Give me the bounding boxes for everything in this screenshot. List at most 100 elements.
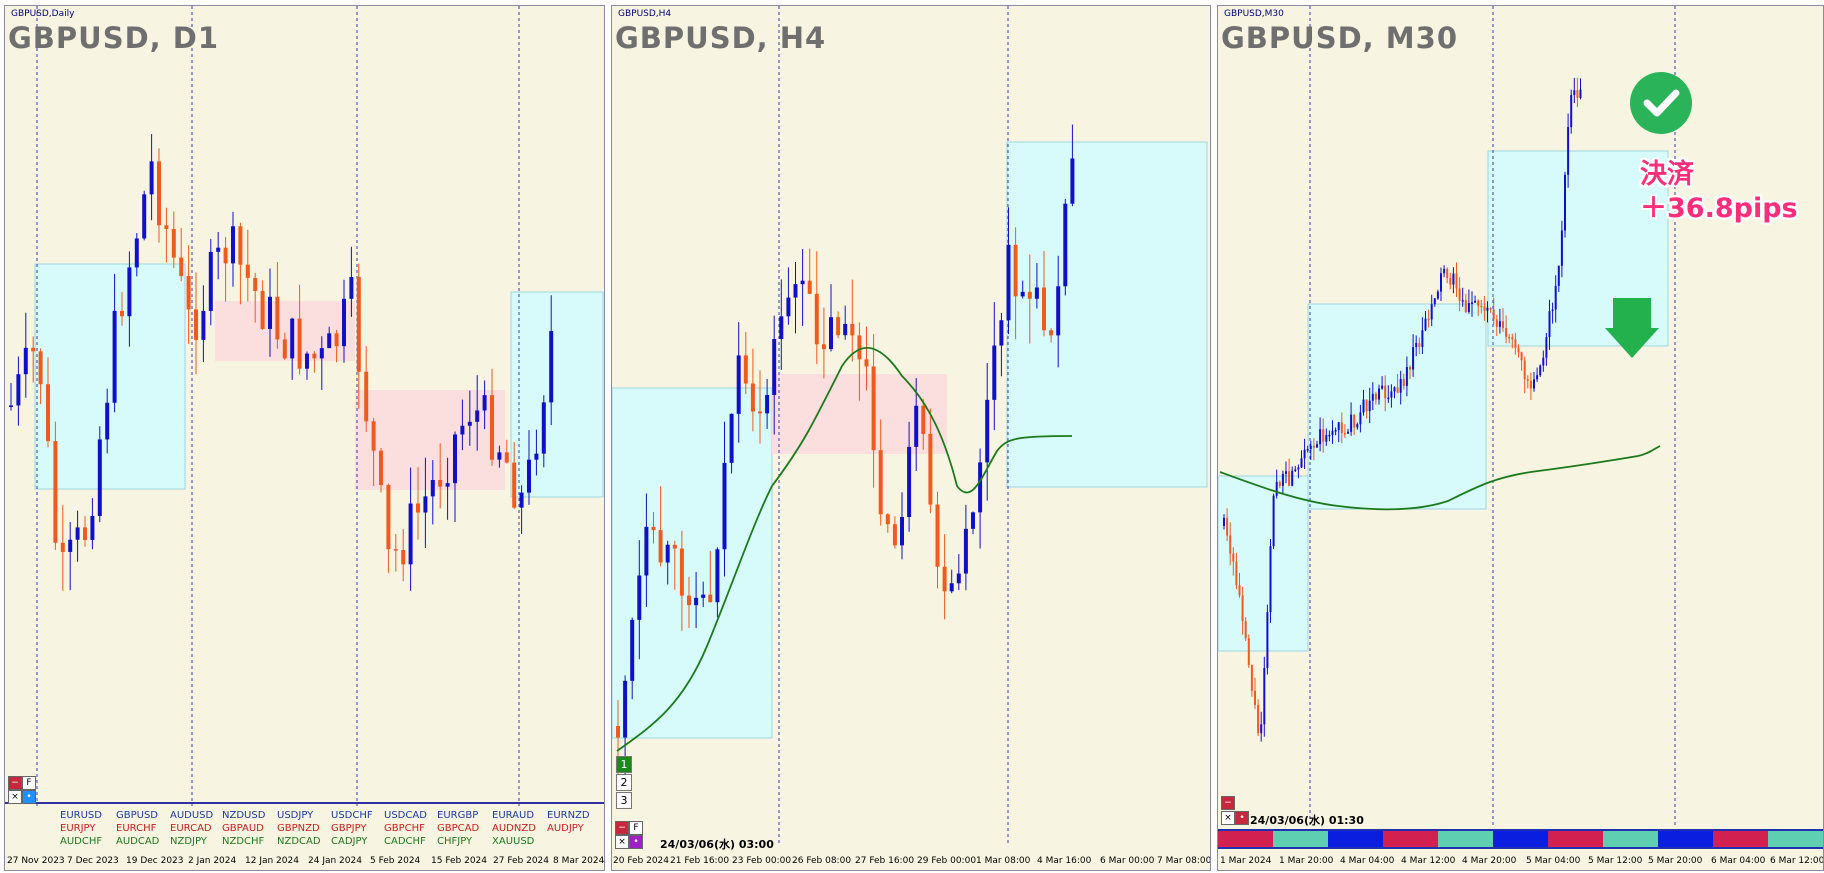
close-icon[interactable]: × [1221,811,1235,825]
symbol-gbpjpy[interactable]: GBPJPY [331,823,367,834]
candle-body [401,550,406,565]
candle-body [282,339,287,359]
candle-body [149,161,154,195]
candle-body [60,542,65,552]
symbol-usdchf[interactable]: USDCHF [331,810,373,821]
minus-button[interactable]: − [615,821,629,835]
dot-button[interactable]: • [629,835,643,849]
symbol-eurusd[interactable]: EURUSD [60,810,102,821]
f-button[interactable]: F [22,776,36,790]
candle-body [1322,429,1325,442]
candle-body [1006,244,1011,321]
minus-button[interactable]: − [8,776,22,790]
symbol-usdjpy[interactable]: USDJPY [277,810,314,821]
candle-body [1238,585,1241,596]
m30-candlestick-chart[interactable] [1218,6,1823,870]
candle-body [1257,705,1260,734]
symbol-eurgbp[interactable]: EURGBP [437,810,479,821]
chart-panel-m30[interactable]: GBPUSD,M30 GBPUSD, M30 − × • 24/03/06(水)… [1217,5,1824,871]
checkmark-icon [1630,72,1692,134]
chart-panel-h4[interactable]: GBPUSD,H4 GBPUSD, H4 1 2 3 − F × • 24/03… [611,5,1211,871]
candle-body [1235,561,1238,586]
candle-body [97,439,102,516]
d1-candlestick-chart[interactable] [5,6,604,870]
symbol-nzdcad[interactable]: NZDCAD [277,836,321,847]
symbol-audjpy[interactable]: AUDJPY [547,823,584,834]
symbol-cadchf[interactable]: CADCHF [384,836,426,847]
candle-body [821,344,826,350]
number-button-1[interactable]: 1 [616,756,632,773]
symbol-gbpaud[interactable]: GBPAUD [222,823,264,834]
date-tick-label: 1 Mar 08:00 [976,856,1031,866]
candle-body [31,347,36,352]
candle-body [1424,318,1427,331]
candle-body [83,527,87,540]
symbol-eurchf[interactable]: EURCHF [116,823,157,834]
h4-candlestick-chart[interactable] [612,6,1210,870]
candle-body [386,485,391,550]
candle-body [364,371,369,422]
candle-body [1409,367,1411,370]
candle-body [1281,473,1284,486]
symbol-cadjpy[interactable]: CADJPY [331,836,368,847]
candle-body [327,333,332,349]
symbol-nzdjpy[interactable]: NZDJPY [170,836,207,847]
symbol-euraud[interactable]: EURAUD [492,810,535,821]
date-tick-label: 27 Nov 2023 [7,856,65,866]
candle-body [914,405,919,447]
number-button-3[interactable]: 3 [616,792,632,809]
range-box [355,390,505,490]
candle-body [1446,268,1449,279]
symbol-nzdchf[interactable]: NZDCHF [222,836,265,847]
candle-body [1567,127,1570,175]
candle-body [956,573,961,584]
symbol-eurnzd[interactable]: EURNZD [547,810,590,821]
candle-body [1288,471,1291,486]
symbol-usdcad[interactable]: USDCAD [384,810,427,821]
dot-button[interactable]: • [1235,811,1249,825]
candle-body [482,395,487,411]
candle-body [736,355,741,414]
candle-body [216,247,221,252]
chart-symbol-title: GBPUSD, M30 [1221,21,1458,55]
symbol-gbpusd[interactable]: GBPUSD [116,810,159,821]
symbol-chfjpy[interactable]: CHFJPY [437,836,473,847]
candle-body [1232,553,1235,562]
candle-body [475,410,480,422]
candle-body [1492,309,1495,320]
minus-button[interactable]: − [1221,796,1235,810]
candle-body [1337,422,1340,431]
symbol-eurjpy[interactable]: EURJPY [60,823,96,834]
dot-button[interactable]: • [22,790,36,804]
symbol-gbpcad[interactable]: GBPCAD [437,823,480,834]
symbol-gbpchf[interactable]: GBPCHF [384,823,425,834]
symbol-audchf[interactable]: AUDCHF [60,836,103,847]
candle-body [1505,328,1508,337]
symbol-xauusd[interactable]: XAUUSD [492,836,535,847]
number-button-2[interactable]: 2 [616,774,632,791]
candle-body [701,594,706,598]
candle-body [907,446,912,518]
symbol-gbpnzd[interactable]: GBPNZD [277,823,320,834]
symbol-audusd[interactable]: AUDUSD [170,810,214,821]
symbol-audnzd[interactable]: AUDNZD [492,823,536,834]
candle-body [1427,318,1430,321]
candle-body [90,515,95,540]
f-button[interactable]: F [629,821,643,835]
candle-body [1325,435,1328,442]
candle-body [1020,291,1025,297]
symbol-eurcad[interactable]: EURCAD [170,823,212,834]
symbol-audcad[interactable]: AUDCAD [116,836,160,847]
close-icon[interactable]: × [615,835,629,849]
candle-body [1306,449,1309,451]
candle-body [1371,393,1374,401]
chart-panel-d1[interactable]: GBPUSD,Daily GBPUSD, D1 − F × • EURUSD GB… [4,5,605,871]
candle-body [715,549,720,603]
candle-body [1455,273,1458,289]
date-tick-label: 20 Feb 2024 [613,856,670,866]
timestamp-label: 24/03/06(水) 01:30 [1250,814,1364,827]
candle-body [786,297,791,317]
date-tick-label: 4 Mar 04:00 [1340,856,1395,866]
symbol-nzdusd[interactable]: NZDUSD [222,810,266,821]
close-icon[interactable]: × [8,790,22,804]
